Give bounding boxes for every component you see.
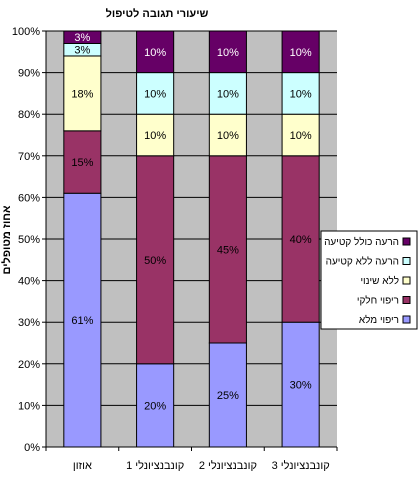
y-tick-label: 20%: [18, 359, 40, 371]
legend-label: ריפוי חלקי: [357, 295, 399, 307]
bar-segment: [208, 113, 247, 157]
legend: הרעה כולל קטיעה הרעה ללא קטיעה ללא שינוי רי…: [320, 230, 418, 330]
data-label: 10%: [290, 130, 312, 142]
bar-segment: [63, 30, 102, 44]
bar-segment: [281, 155, 320, 323]
bar-segment: [208, 30, 247, 74]
data-label: 50%: [144, 255, 166, 267]
legend-label: ללא שינוי: [360, 275, 399, 287]
data-label: 15%: [71, 157, 93, 169]
bar-segment: [208, 155, 247, 344]
data-label: 18%: [71, 88, 93, 100]
data-label: 30%: [290, 380, 312, 392]
data-label: 10%: [217, 130, 239, 142]
y-tick-label: 60%: [18, 192, 40, 204]
bar-segment: [136, 72, 175, 115]
data-label: 10%: [290, 88, 312, 100]
x-tick-label: אוזון: [73, 460, 92, 472]
bar-segment: [63, 192, 102, 448]
y-tick-label: 10%: [18, 400, 40, 412]
legend-label: הרעה ללא קטיעה: [326, 256, 399, 268]
bar-segment: [281, 30, 320, 74]
data-label: 40%: [290, 234, 312, 246]
y-tick-label: 100%: [12, 26, 40, 38]
legend-swatch: [402, 237, 411, 246]
bar-segment: [281, 72, 320, 115]
legend-swatch: [402, 257, 411, 265]
legend-swatch: [402, 296, 411, 304]
data-label: 25%: [217, 390, 239, 402]
data-label: 10%: [144, 47, 166, 59]
y-tick-label: 50%: [18, 234, 40, 246]
data-label: 10%: [217, 47, 239, 59]
chart-title: שיעורי תגובה לטיפול: [106, 7, 209, 20]
axes: [42, 30, 338, 451]
legend-label: הרעה כולל קטיעה: [324, 236, 399, 248]
data-label: 61%: [71, 315, 93, 327]
y-tick-label: 30%: [18, 317, 40, 329]
legend-box: [320, 230, 418, 330]
legend-swatch: [402, 276, 411, 285]
y-axis-label: אחוז מטופלים: [0, 205, 13, 274]
y-tick-label: 0%: [24, 442, 40, 454]
y-tick-label: 80%: [18, 109, 40, 121]
data-label: 10%: [217, 88, 239, 100]
y-tick-labels: 0% 10% 20% 30% 40% 50% 60% 70% 80% 90% 100%: [12, 26, 40, 454]
data-label: 10%: [144, 88, 166, 100]
y-tick-label: 40%: [18, 276, 40, 288]
x-tick-label: קונבנציונלי 2: [199, 459, 257, 472]
bar-segment: [281, 113, 320, 157]
bars: 61% 15% 18% 3%3% 20% 50% 10% 10% 10% 25% 45% 10% 10%…: [63, 30, 320, 448]
y-tick-label: 70%: [18, 151, 40, 163]
bar-segment: [136, 155, 175, 365]
legend-swatch: [402, 315, 411, 324]
data-label: 45%: [217, 244, 239, 256]
x-tick-labels: אוזון קונבנציונלי 1 קונבנציונלי 2 קונבנציונ…: [73, 459, 330, 472]
bar-segment: [136, 30, 175, 74]
data-label: 10%: [290, 47, 312, 59]
data-label: 3%: [74, 32, 90, 44]
data-label: 3%: [74, 45, 90, 57]
y-tick-label: 90%: [18, 68, 40, 80]
legend-label: ריפוי מלא: [359, 314, 399, 326]
data-label: 20%: [144, 400, 166, 412]
data-label: 10%: [144, 130, 166, 142]
x-tick-label: קונבנציונלי 3: [272, 459, 330, 472]
x-tick-label: קונבנציונלי 1: [126, 459, 184, 472]
